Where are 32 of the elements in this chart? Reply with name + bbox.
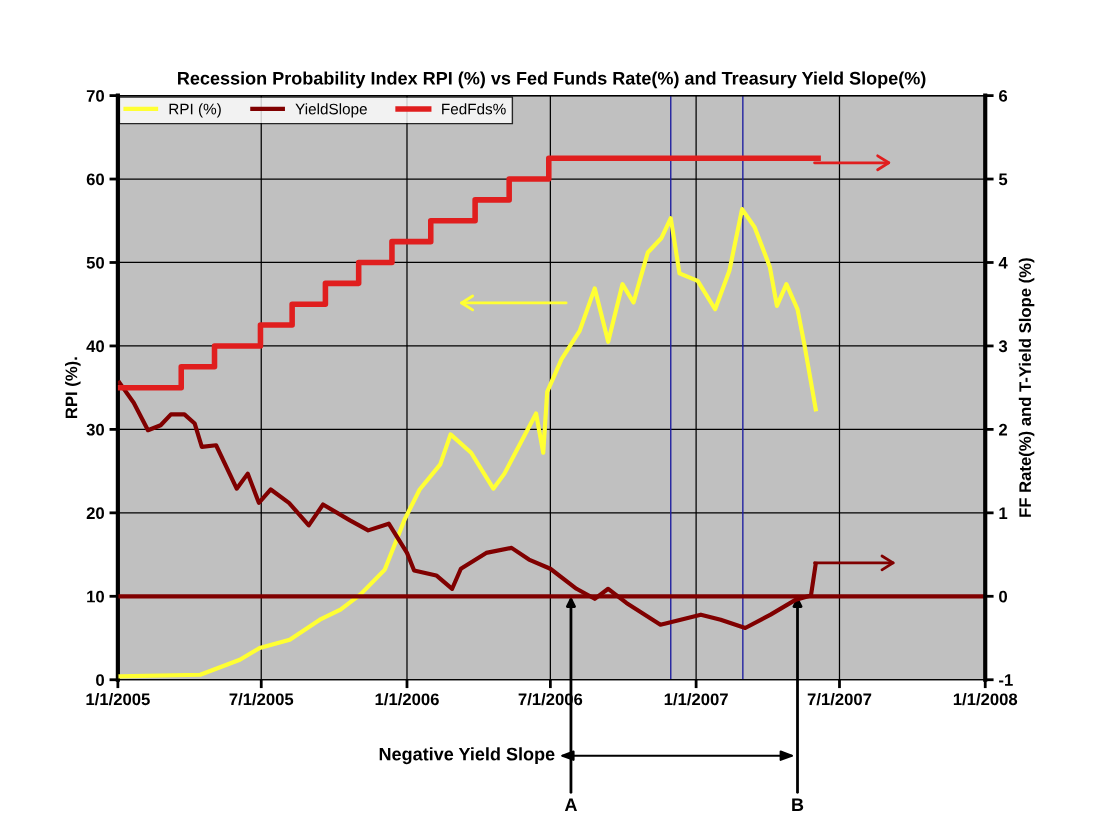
x-tick-label: 7/1/2007 [807,692,872,706]
x-tick-label: 1/1/2008 [953,692,1018,706]
y-tick-label: 30 [86,423,104,436]
y-tick-label: 40 [86,340,104,353]
y-tick-label: 10 [87,590,104,603]
y2-tick-label: 4 [998,257,1008,269]
y2-tick-label: 0 [999,590,1008,603]
x-tick-label: 1/1/2006 [375,692,439,706]
legend-label: RPI (%) [169,103,221,118]
y2-tick-label: 3 [998,340,1008,353]
y-tick-label: 20 [86,507,104,520]
x-tick-label: 7/1/2005 [229,692,294,706]
y2-tick-label: 2 [999,423,1008,436]
line-series [117,206,818,679]
x-tick-label: 1/1/2007 [664,692,728,706]
chart-title: Recession Probability Index RPI (%) vs Fed Funds Rate(%) and Treasury Yield Slope(%) [178,71,926,89]
y-tick-label: 0 [96,674,104,686]
y2-tick-label: 5 [998,173,1008,186]
legend-label: FedFds% [442,103,506,115]
x-tick-label: 1/1/2005 [86,692,150,706]
annotation: A [564,798,577,811]
y-tick-label: 50 [86,256,104,269]
legend-label: YieldSlope [295,103,367,118]
y2-tick-label: 1 [999,507,1008,519]
text: Negative Yield Slope [379,747,555,765]
annotation: B [792,798,804,811]
y2-axis-title: FF Rate(%) and T-Yield Slope (%) [1018,258,1035,517]
y-tick-label: 70 [86,89,104,102]
y2-tick-label: 6 [999,89,1008,102]
y-tick-label: 60 [86,173,104,186]
y-axis-title: RPI (%). [65,357,81,419]
y2-tick-label: -1 [999,674,1013,686]
